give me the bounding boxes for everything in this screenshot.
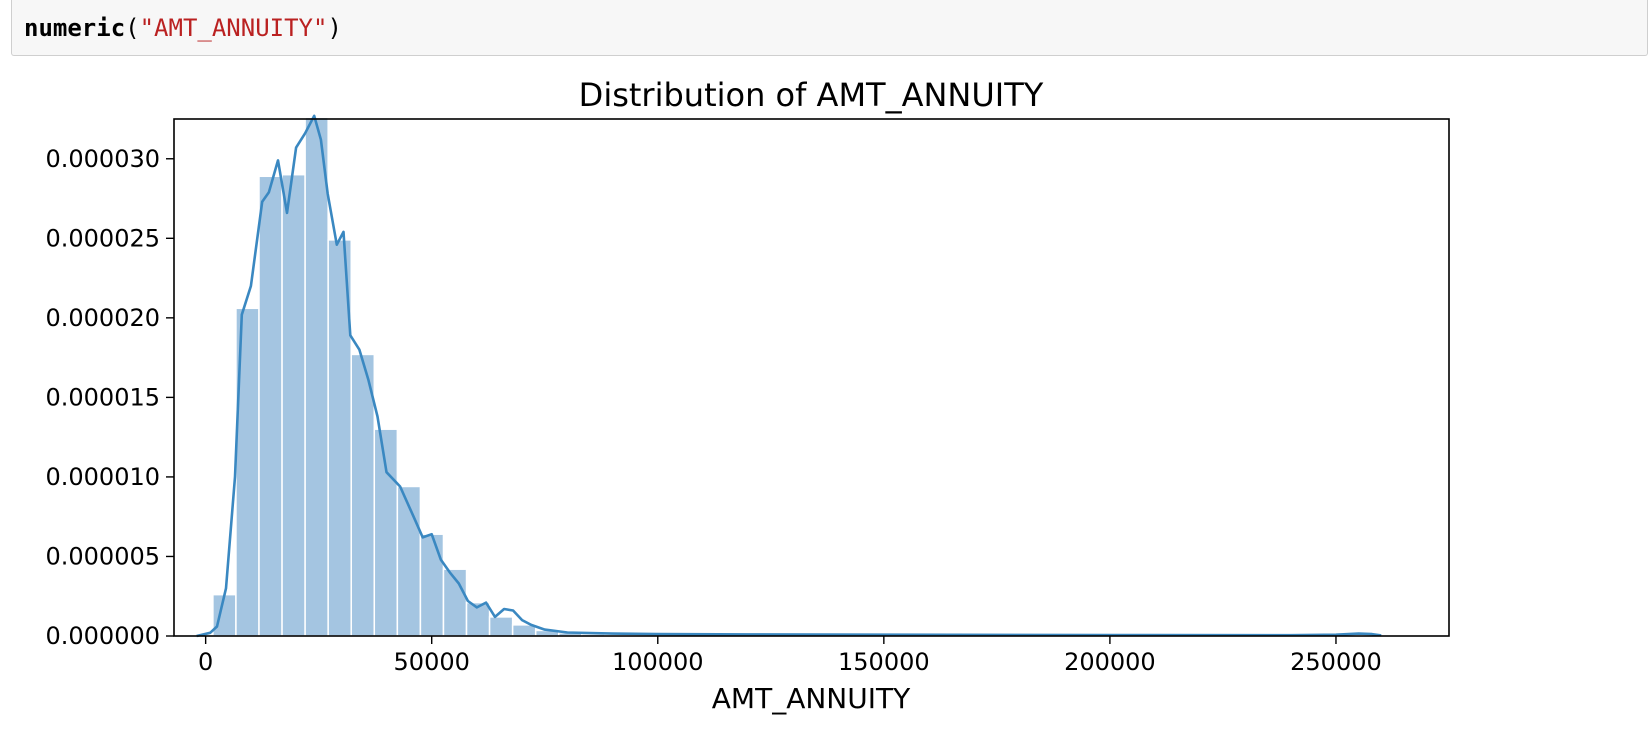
chart-title: Distribution of AMT_ANNUITY [579,76,1044,114]
code-line: numeric("AMT_ANNUITY") [24,14,342,42]
y-tick-label: 0.000020 [45,304,160,332]
code-cell-input[interactable]: numeric("AMT_ANNUITY") [11,0,1648,56]
histogram-bar [350,353,376,637]
kde-curve-group [196,114,1382,638]
x-tick-label: 50000 [394,648,470,676]
kde-line [196,114,1382,638]
y-tick-label: 0.000005 [45,542,160,570]
code-string-argument: "AMT_ANNUITY" [139,14,328,42]
y-tick-label: 0.000010 [45,463,160,491]
y-axis-ticks: 0.000000 0.000005 0.000010 0.000015 0.000020… [45,145,174,650]
x-tick-label: 200000 [1064,648,1156,676]
histogram-bar [281,173,306,637]
plot-frame [173,118,1450,637]
histogram-bar [419,533,445,637]
histogram-bar [488,616,514,637]
histogram-bar [212,593,237,637]
x-axis-label: AMT_ANNUITY [712,682,911,715]
x-tick-label: 250000 [1290,648,1382,676]
code-close-paren: ) [327,14,342,42]
y-tick-label: 0.000025 [45,224,160,252]
histogram-bars [212,116,675,637]
y-tick-label: 0.000000 [45,622,160,650]
histogram-bar [258,175,283,637]
distribution-chart: Distribution of AMT_ANNUITY 0 50000 100000… [45,76,1450,715]
x-tick-label: 150000 [838,648,930,676]
x-axis-ticks: 0 50000 100000 150000 200000 250000 [198,636,1382,676]
cell-output-area: Distribution of AMT_ANNUITY 0 50000 100000… [0,56,1648,728]
histogram-bar [304,116,329,637]
y-tick-label: 0.000030 [45,145,160,173]
x-tick-label: 100000 [612,648,704,676]
code-open-paren: ( [125,14,140,42]
code-function-name: numeric [24,14,126,42]
x-tick-label: 0 [198,648,213,676]
y-tick-label: 0.000015 [45,383,160,411]
